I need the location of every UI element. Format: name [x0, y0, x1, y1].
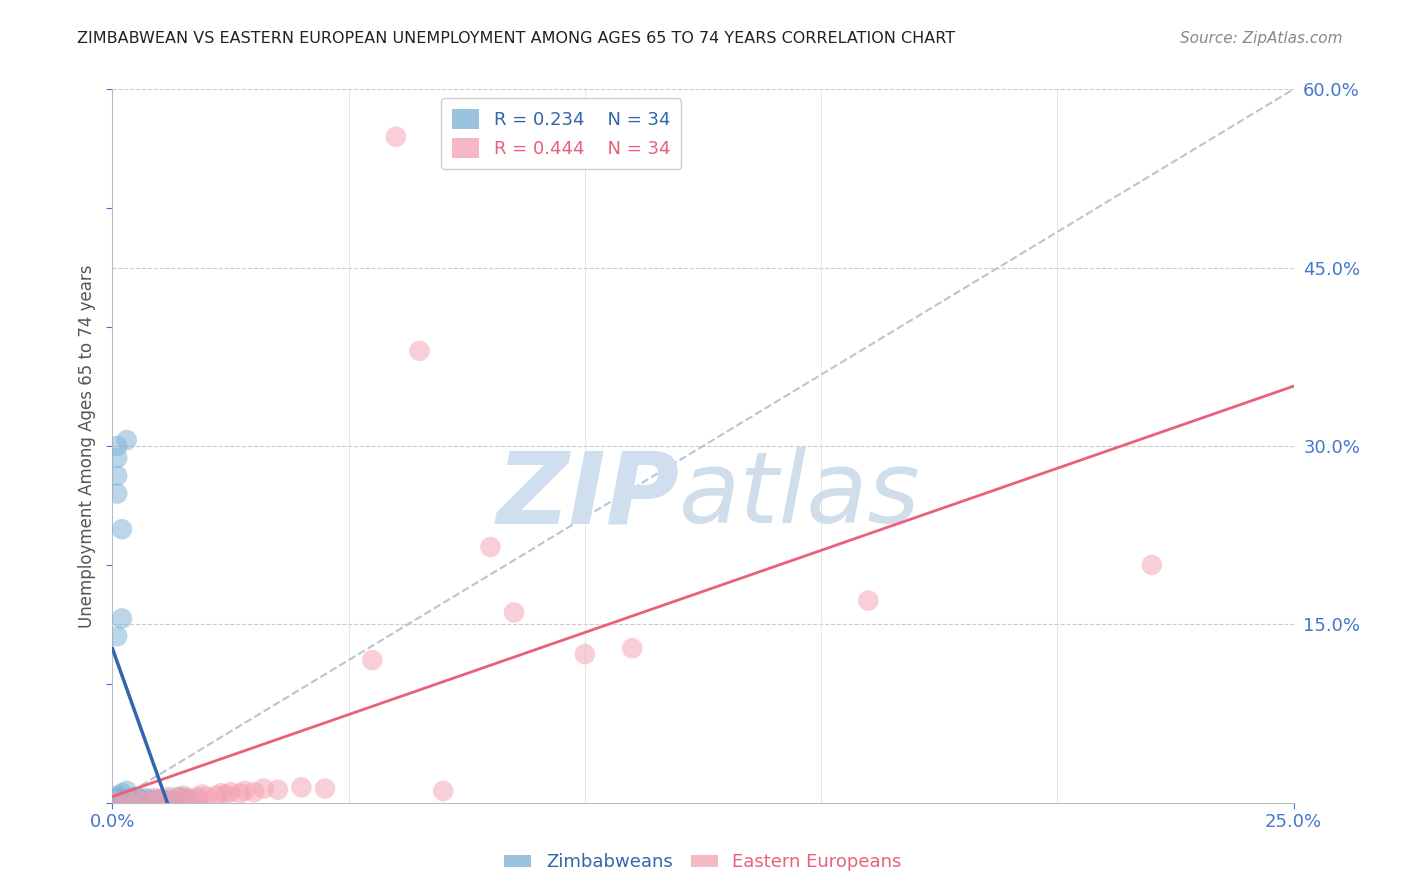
Point	[105, 486, 128, 500]
Text: atlas: atlas	[679, 448, 921, 544]
Point	[157, 792, 180, 806]
Point	[143, 791, 166, 805]
Point	[111, 522, 134, 536]
Point	[115, 792, 138, 806]
Point	[105, 789, 128, 803]
Point	[177, 792, 200, 806]
Point	[205, 789, 228, 803]
Point	[149, 795, 172, 809]
Point	[186, 789, 208, 804]
Point	[111, 611, 134, 625]
Point	[105, 629, 128, 643]
Text: Source: ZipAtlas.com: Source: ZipAtlas.com	[1180, 31, 1343, 46]
Legend: Zimbabweans, Eastern Europeans: Zimbabweans, Eastern Europeans	[498, 847, 908, 879]
Point	[191, 788, 214, 802]
Point	[219, 785, 242, 799]
Point	[229, 786, 252, 800]
Point	[129, 795, 152, 809]
Point	[621, 641, 644, 656]
Point	[1140, 558, 1163, 572]
Point	[172, 789, 194, 803]
Point	[167, 791, 190, 805]
Point	[167, 789, 190, 804]
Y-axis label: Unemployment Among Ages 65 to 74 years: Unemployment Among Ages 65 to 74 years	[77, 264, 96, 628]
Point	[135, 793, 157, 807]
Point	[111, 786, 134, 800]
Point	[149, 792, 172, 806]
Point	[314, 781, 336, 796]
Point	[139, 792, 162, 806]
Point	[186, 792, 208, 806]
Point	[125, 789, 148, 804]
Point	[432, 784, 454, 798]
Point	[135, 791, 157, 805]
Point	[135, 793, 157, 807]
Point	[139, 795, 162, 809]
Point	[115, 784, 138, 798]
Point	[120, 795, 142, 809]
Point	[479, 540, 502, 554]
Point	[172, 791, 194, 805]
Point	[177, 791, 200, 805]
Text: ZIMBABWEAN VS EASTERN EUROPEAN UNEMPLOYMENT AMONG AGES 65 TO 74 YEARS CORRELATIO: ZIMBABWEAN VS EASTERN EUROPEAN UNEMPLOYM…	[77, 31, 956, 46]
Point	[105, 795, 128, 809]
Point	[858, 593, 880, 607]
Point	[149, 792, 172, 806]
Point	[115, 793, 138, 807]
Point	[503, 606, 526, 620]
Point	[408, 343, 430, 358]
Point	[111, 793, 134, 807]
Point	[105, 468, 128, 483]
Point	[233, 784, 256, 798]
Point	[163, 795, 186, 809]
Point	[243, 785, 266, 799]
Point	[267, 782, 290, 797]
Point	[385, 129, 408, 144]
Point	[157, 789, 180, 804]
Point	[143, 793, 166, 807]
Point	[153, 793, 176, 807]
Point	[209, 786, 232, 800]
Point	[105, 439, 128, 453]
Point	[105, 450, 128, 465]
Point	[120, 791, 142, 805]
Point	[253, 781, 276, 796]
Point	[125, 792, 148, 806]
Point	[129, 792, 152, 806]
Point	[195, 789, 218, 804]
Point	[115, 433, 138, 447]
Point	[215, 788, 238, 802]
Point	[290, 780, 312, 795]
Point	[361, 653, 384, 667]
Point	[574, 647, 596, 661]
Legend: R = 0.234    N = 34, R = 0.444    N = 34: R = 0.234 N = 34, R = 0.444 N = 34	[441, 98, 681, 169]
Text: ZIP: ZIP	[496, 448, 679, 544]
Point	[105, 791, 128, 805]
Point	[125, 793, 148, 807]
